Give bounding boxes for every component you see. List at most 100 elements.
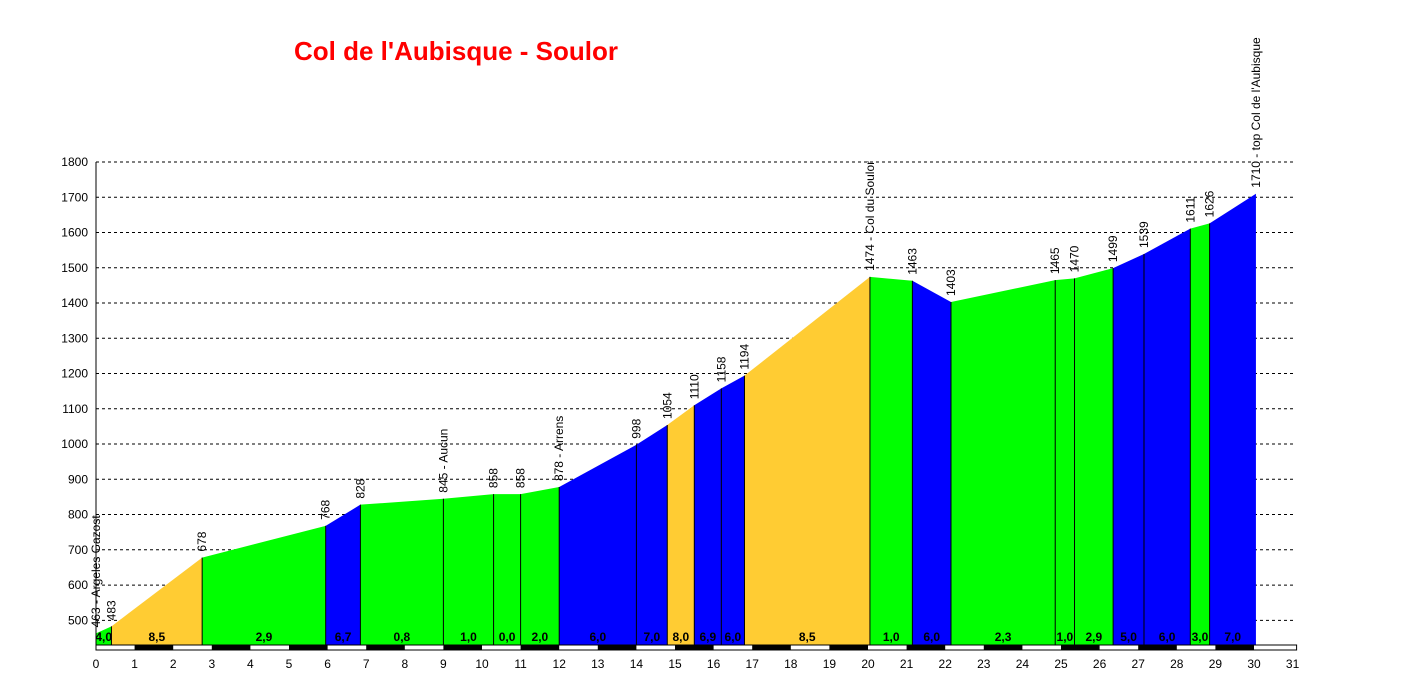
profile-segment-9 (559, 444, 637, 645)
km-bar-block-29 (1215, 645, 1254, 650)
x-tick-label-21: 21 (900, 657, 914, 671)
x-tick-label-27: 27 (1132, 657, 1146, 671)
x-tick-labels: 0 1 2 3 4 5 6 7 8 9 10 11 12 13 14 15 16 17 18 19 20 21 22 23 24… (93, 657, 1300, 671)
profile-segment-1 (96, 626, 112, 645)
x-tick-label-22: 22 (939, 657, 953, 671)
x-tick-label-1: 1 (131, 657, 138, 671)
chart-title: Col de l'Aubisque - Soulor (294, 36, 618, 66)
altitude-label-5: 828 (353, 478, 367, 498)
y-tick-label-1500: 1500 (61, 261, 88, 275)
profile-segment-21 (1143, 228, 1191, 645)
segment-dividers (110, 223, 1211, 645)
altitude-label-7: 858 (487, 468, 501, 488)
x-tick-label-11: 11 (514, 657, 527, 671)
altitude-label-19: 1470 (1068, 245, 1082, 272)
km-bar-block-17 (752, 645, 791, 650)
altitude-label-4: 768 (319, 499, 333, 519)
x-tick-label-6: 6 (324, 657, 331, 671)
x-tick-label-3: 3 (208, 657, 215, 671)
profile-segment-15 (869, 276, 913, 645)
x-tick-label-9: 9 (440, 657, 447, 671)
x-tick-label-14: 14 (630, 657, 644, 671)
altitude-label-16: 1463 (905, 248, 919, 275)
y-tick-label-800: 800 (68, 508, 88, 522)
y-tick-label-1200: 1200 (61, 367, 88, 381)
y-tick-label-1300: 1300 (61, 331, 88, 345)
km-bar-block-25 (1061, 645, 1100, 650)
altitude-label-14: 1194 (737, 344, 751, 370)
y-tick-label-1700: 1700 (61, 190, 88, 204)
km-bar-block-11 (520, 645, 560, 650)
gradient-label-22: 3,0 (1192, 630, 1209, 644)
gradient-label-12: 6,9 (699, 630, 716, 644)
gradient-label-23: 7,0 (1224, 630, 1241, 644)
km-bar-block-3 (211, 645, 251, 650)
y-tick-label-500: 500 (68, 613, 88, 627)
gradient-label-15: 1,0 (883, 630, 900, 644)
gradient-label-11: 8,0 (672, 630, 689, 644)
profile-segment-5 (360, 498, 444, 645)
x-tick-label-15: 15 (668, 657, 682, 671)
x-tick-label-7: 7 (363, 657, 370, 671)
gradient-label-13: 6,0 (725, 630, 742, 644)
altitude-label-12: 1110 (687, 374, 701, 399)
gradient-label-9: 6,0 (589, 630, 606, 644)
y-tick-label-1100: 1100 (62, 402, 88, 416)
altitude-label-15: 1474 - Col du Soulor (863, 161, 877, 271)
x-tick-label-28: 28 (1170, 657, 1184, 671)
x-tick-label-8: 8 (401, 657, 408, 671)
x-tick-label-29: 29 (1209, 657, 1223, 671)
gradient-label-21: 6,0 (1159, 630, 1176, 644)
gradient-label-8: 2,0 (532, 630, 549, 644)
altitude-label-23: 1626 (1203, 190, 1217, 217)
x-tick-label-30: 30 (1247, 657, 1261, 671)
gradient-label-4: 6,7 (335, 630, 352, 644)
y-tick-label-1400: 1400 (61, 296, 88, 310)
x-tick-label-2: 2 (170, 657, 177, 671)
altitude-label-21: 1539 (1137, 221, 1151, 248)
profile-segment-12 (694, 388, 722, 645)
gradient-label-6: 1,0 (460, 630, 477, 644)
gradient-label-14: 8,5 (799, 630, 816, 644)
km-bar-block-19 (829, 645, 868, 650)
y-tick-label-1600: 1600 (61, 226, 88, 240)
x-tick-label-26: 26 (1093, 657, 1107, 671)
profile-segment-20 (1113, 254, 1144, 645)
profile-segments (96, 193, 1256, 645)
profile-segment-11 (667, 405, 695, 645)
x-tick-label-18: 18 (784, 657, 798, 671)
altitude-label-2: 483 (104, 600, 118, 620)
y-tick-label-900: 900 (68, 472, 88, 486)
km-bar-block-9 (443, 645, 482, 650)
altitude-label-22: 1611 (1183, 197, 1197, 223)
km-bar-block-13 (597, 645, 637, 650)
gradient-label-3: 2,9 (256, 630, 273, 644)
x-tick-label-24: 24 (1016, 657, 1030, 671)
x-tick-label-13: 13 (591, 657, 605, 671)
profile-segment-22 (1190, 223, 1210, 645)
altitude-label-8: 858 (514, 468, 528, 488)
y-tick-label-1800: 1800 (61, 155, 88, 169)
x-tick-label-5: 5 (286, 657, 293, 671)
gradient-label-1: 4,0 (95, 630, 112, 644)
km-bar-block-1 (134, 645, 174, 650)
profile-segment-14 (744, 276, 870, 645)
profile-segment-10 (636, 425, 668, 645)
gradient-label-10: 7,0 (643, 630, 660, 644)
gradient-label-5: 0,8 (394, 630, 411, 644)
x-tick-label-4: 4 (247, 657, 254, 671)
altitude-label-6: 845 - Aucun (436, 429, 450, 493)
x-tick-label-17: 17 (746, 657, 760, 671)
km-bar-block-27 (1138, 645, 1177, 650)
gradient-label-7: 0,0 (499, 630, 516, 644)
gradient-label-16: 6,0 (923, 630, 940, 644)
profile-segment-19 (1074, 268, 1114, 645)
altitude-label-9: 878 - Arrens (552, 416, 566, 481)
altitude-label-20: 1499 (1106, 235, 1120, 262)
altitude-label-24: 1710 - top Col de l'Aubisque (1249, 37, 1263, 188)
gradient-label-2: 8,5 (148, 630, 165, 644)
km-bar-block-15 (675, 645, 714, 650)
profile-segment-17 (950, 280, 1056, 645)
km-scale-bar (95, 644, 1298, 651)
